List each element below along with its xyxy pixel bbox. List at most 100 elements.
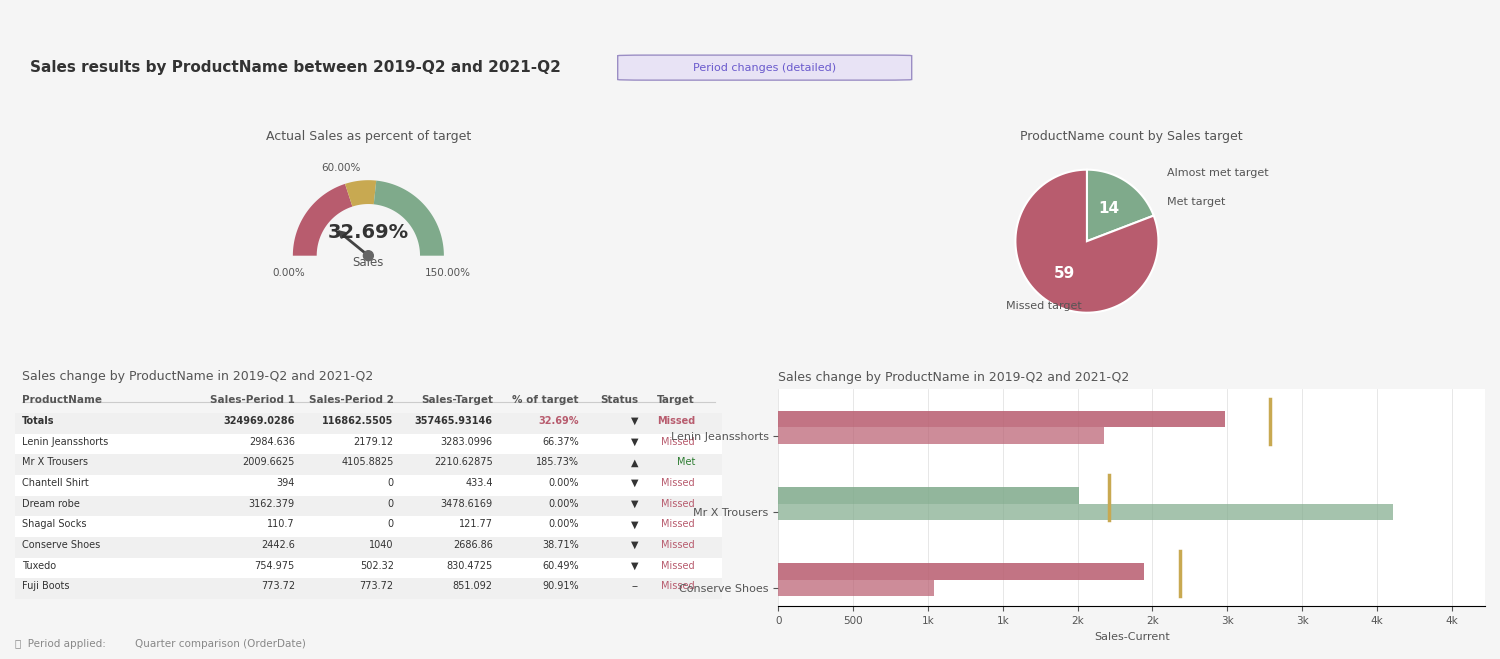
Text: 2210.62875: 2210.62875 [433, 457, 492, 467]
Text: 32.69%: 32.69% [538, 416, 579, 426]
Text: 3283.0996: 3283.0996 [441, 437, 492, 447]
Text: Sales change by ProductName in 2019-Q2 and 2021-Q2: Sales change by ProductName in 2019-Q2 a… [778, 371, 1130, 384]
Text: 394: 394 [276, 478, 296, 488]
Text: Dream robe: Dream robe [22, 499, 80, 509]
Text: Missed: Missed [662, 478, 694, 488]
Text: 2984.636: 2984.636 [249, 437, 296, 447]
Text: Quarter comparison (OrderDate): Quarter comparison (OrderDate) [135, 639, 306, 649]
Text: 4105.8825: 4105.8825 [342, 457, 394, 467]
Text: 830.4725: 830.4725 [447, 561, 492, 571]
Text: Missed: Missed [662, 437, 694, 447]
Text: Met target: Met target [1167, 197, 1226, 207]
Text: 0.00%: 0.00% [549, 519, 579, 529]
Text: Status: Status [600, 395, 639, 405]
Text: 14: 14 [1098, 201, 1120, 216]
Text: ▼: ▼ [632, 561, 639, 571]
Text: 121.77: 121.77 [459, 519, 492, 529]
Text: Actual Sales as percent of target: Actual Sales as percent of target [266, 130, 471, 143]
Text: ▼: ▼ [632, 499, 639, 509]
Text: 773.72: 773.72 [261, 581, 296, 592]
Text: Period changes (detailed): Period changes (detailed) [693, 63, 837, 72]
Polygon shape [374, 181, 444, 256]
Text: Missed: Missed [662, 540, 694, 550]
FancyBboxPatch shape [15, 579, 722, 599]
Text: 3478.6169: 3478.6169 [441, 499, 492, 509]
Text: Missed: Missed [657, 416, 694, 426]
Text: ▼: ▼ [632, 478, 639, 488]
Text: 0: 0 [387, 519, 394, 529]
Text: 851.092: 851.092 [453, 581, 492, 592]
Text: 185.73%: 185.73% [536, 457, 579, 467]
Circle shape [363, 250, 374, 261]
Text: 32.69%: 32.69% [328, 223, 410, 242]
Text: 773.72: 773.72 [360, 581, 394, 592]
Bar [778, 428, 1104, 444]
Text: 60.00%: 60.00% [321, 163, 362, 173]
Text: 502.32: 502.32 [360, 561, 394, 571]
Text: Missed: Missed [662, 561, 694, 571]
FancyBboxPatch shape [15, 496, 722, 516]
Text: ▲: ▲ [632, 457, 639, 467]
Text: 110.7: 110.7 [267, 519, 296, 529]
Text: Mr X Trousers: Mr X Trousers [22, 457, 88, 467]
Text: Sales change by ProductName in 2019-Q2 and 2021-Q2: Sales change by ProductName in 2019-Q2 a… [22, 370, 374, 383]
Polygon shape [345, 180, 376, 206]
Polygon shape [1016, 169, 1158, 313]
Text: Sales-Period 2: Sales-Period 2 [309, 395, 394, 405]
Text: 2686.86: 2686.86 [453, 540, 492, 550]
Text: 357465.93146: 357465.93146 [414, 416, 492, 426]
Polygon shape [1088, 169, 1154, 241]
Text: ⓘ  Period applied:: ⓘ Period applied: [15, 639, 106, 649]
Text: 0.00%: 0.00% [549, 499, 579, 509]
Text: Missed: Missed [662, 581, 694, 592]
Text: Sales-Period 1: Sales-Period 1 [210, 395, 296, 405]
Text: 0: 0 [387, 478, 394, 488]
FancyBboxPatch shape [15, 537, 722, 558]
Text: Chantell Shirt: Chantell Shirt [22, 478, 88, 488]
FancyBboxPatch shape [15, 558, 722, 579]
FancyBboxPatch shape [15, 434, 722, 454]
FancyBboxPatch shape [15, 413, 722, 434]
FancyBboxPatch shape [15, 516, 722, 537]
X-axis label: Sales-Current: Sales-Current [1094, 631, 1170, 642]
Text: Missed: Missed [662, 499, 694, 509]
Bar [778, 563, 1144, 580]
Text: Sales: Sales [352, 256, 384, 269]
Text: 59: 59 [1054, 266, 1076, 281]
FancyBboxPatch shape [618, 55, 912, 80]
Text: 1040: 1040 [369, 540, 394, 550]
Text: % of target: % of target [513, 395, 579, 405]
Text: ▼: ▼ [632, 519, 639, 529]
Bar [778, 411, 1226, 428]
Text: ▼: ▼ [632, 416, 639, 426]
Text: 90.91%: 90.91% [543, 581, 579, 592]
Bar [778, 487, 1078, 503]
Text: Missed target: Missed target [1007, 301, 1082, 310]
Text: 0.00%: 0.00% [273, 268, 306, 277]
Text: ProductName: ProductName [22, 395, 102, 405]
Text: Target: Target [657, 395, 694, 405]
Text: 66.37%: 66.37% [542, 437, 579, 447]
Text: 433.4: 433.4 [465, 478, 492, 488]
Text: Sales-Target: Sales-Target [420, 395, 492, 405]
Text: Met: Met [676, 457, 694, 467]
Text: Conserve Shoes: Conserve Shoes [22, 540, 100, 550]
Text: 3162.379: 3162.379 [249, 499, 296, 509]
Text: Lenin Jeansshorts: Lenin Jeansshorts [22, 437, 108, 447]
FancyBboxPatch shape [15, 475, 722, 496]
Text: --: -- [632, 581, 639, 592]
Text: 0: 0 [387, 499, 394, 509]
Text: 754.975: 754.975 [255, 561, 296, 571]
Text: 116862.5505: 116862.5505 [322, 416, 394, 426]
FancyBboxPatch shape [15, 454, 722, 475]
Text: 38.71%: 38.71% [542, 540, 579, 550]
Polygon shape [292, 184, 352, 256]
Text: Sales results by ProductName between 2019-Q2 and 2021-Q2: Sales results by ProductName between 201… [30, 60, 561, 75]
Text: ▼: ▼ [632, 437, 639, 447]
Bar [778, 580, 934, 596]
Text: 150.00%: 150.00% [424, 268, 471, 277]
Text: 324969.0286: 324969.0286 [224, 416, 296, 426]
Text: 2179.12: 2179.12 [354, 437, 395, 447]
Text: 2009.6625: 2009.6625 [243, 457, 296, 467]
Text: Missed: Missed [662, 519, 694, 529]
